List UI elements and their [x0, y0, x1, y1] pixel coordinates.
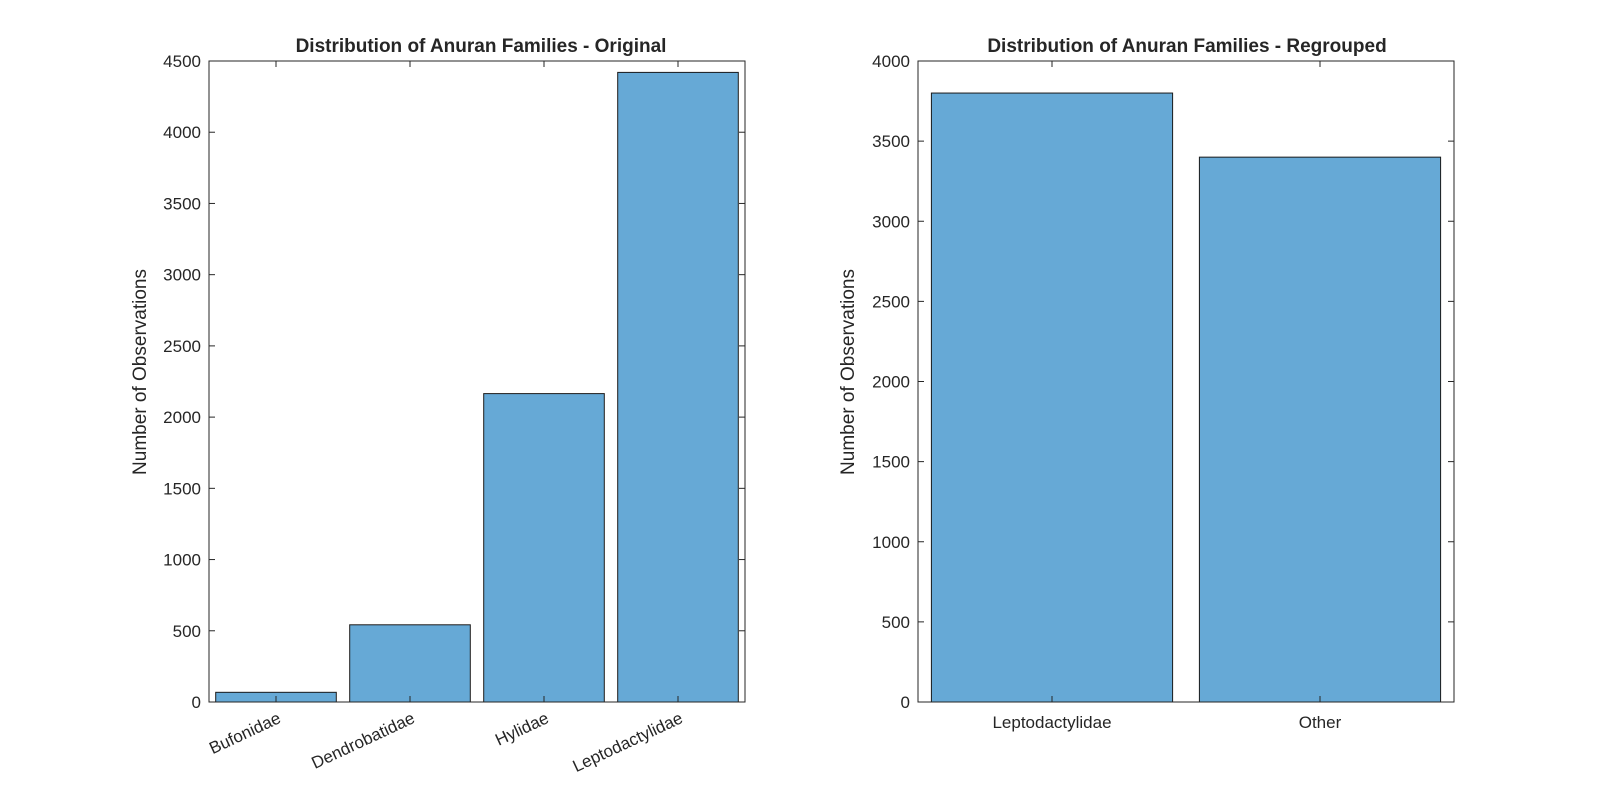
- bars: [930, 92, 1442, 703]
- chart-title: Distribution of Anuran Families - Origin…: [296, 36, 667, 57]
- y-tick-label: 1000: [872, 533, 910, 552]
- y-tick-label: 2000: [872, 373, 910, 392]
- x-tick-label: Other: [1299, 713, 1342, 732]
- x-tick-label: Leptodactylidae: [992, 713, 1111, 732]
- y-tick-label: 3500: [163, 194, 201, 213]
- y-tick-label: 500: [173, 622, 201, 641]
- bar-leptodactylidae: [930, 92, 1174, 703]
- y-tick-label: 4000: [163, 123, 201, 142]
- y-tick-label: 1500: [872, 453, 910, 472]
- bar-dendrobatidae: [349, 624, 471, 703]
- y-tick-label: 1000: [163, 551, 201, 570]
- plot-area-frame: [917, 60, 1455, 703]
- chart-title: Distribution of Anuran Families - Regrou…: [987, 36, 1386, 57]
- y-tick-label: 2500: [163, 337, 201, 356]
- y-tick-label: 0: [901, 693, 910, 712]
- y-tick-label: 0: [192, 693, 201, 712]
- chart-regrouped: Distribution of Anuran Families - Regrou…: [838, 36, 1455, 732]
- y-tick-label: 4500: [163, 52, 201, 71]
- bar-leptodactylidae: [617, 71, 739, 703]
- y-tick-label: 3000: [163, 266, 201, 285]
- y-tick-label: 4000: [872, 52, 910, 71]
- y-tick-label: 2000: [163, 408, 201, 427]
- x-ticks: Leptodactylidae Other: [992, 61, 1342, 732]
- plot-area-frame: [208, 60, 746, 703]
- y-tick-label: 1500: [163, 479, 201, 498]
- bars: [215, 71, 739, 703]
- y-tick-label: 3000: [872, 212, 910, 231]
- bar-other: [1198, 156, 1442, 703]
- y-tick-label: 2500: [872, 292, 910, 311]
- y-axis-label: Number of Observations: [838, 269, 859, 475]
- bar-hylidae: [483, 393, 605, 703]
- y-axis-label: Number of Observations: [130, 269, 151, 475]
- y-tick-label: 500: [882, 613, 910, 632]
- y-tick-label: 3500: [872, 132, 910, 151]
